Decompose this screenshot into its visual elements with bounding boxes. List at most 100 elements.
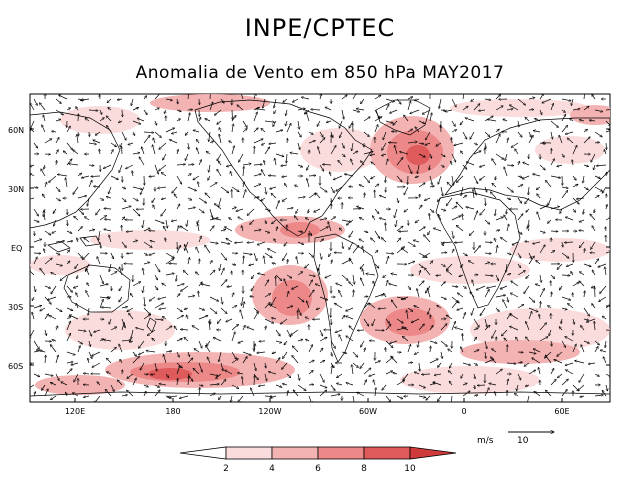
wind-vector — [473, 143, 478, 145]
wind-vector — [198, 291, 199, 298]
wind-vector — [506, 198, 511, 200]
wind-vector — [518, 161, 520, 166]
wind-vector — [429, 186, 435, 187]
wind-vector — [374, 250, 378, 254]
wind-vector — [338, 160, 343, 166]
wind-vector — [209, 164, 210, 172]
wind-vector — [583, 186, 588, 190]
wind-vector — [319, 138, 325, 144]
wind-vector — [121, 197, 126, 202]
wind-vector — [97, 257, 101, 265]
wind-vector — [605, 217, 610, 221]
wind-vector — [297, 197, 305, 198]
wind-vector — [264, 294, 271, 298]
wind-vector — [383, 274, 387, 278]
wind-vector — [599, 296, 607, 302]
wind-vector — [526, 208, 530, 212]
wind-vector — [401, 296, 409, 300]
wind-vector — [528, 252, 532, 259]
wind-vector — [484, 99, 491, 100]
colorbar-tick-10: 10 — [404, 464, 416, 474]
wind-vector — [451, 286, 458, 287]
wind-vector — [596, 165, 607, 166]
wind-vector — [282, 197, 288, 201]
wind-vector — [451, 120, 455, 126]
wind-vector — [359, 239, 365, 243]
wind-vector — [243, 256, 244, 265]
wind-vector — [517, 252, 521, 258]
wind-vector — [250, 296, 255, 297]
wind-vector — [60, 274, 68, 281]
wind-vector — [199, 259, 200, 265]
lon-label-60e: 60E — [554, 407, 569, 416]
wind-vector — [572, 208, 576, 212]
wind-vector — [495, 208, 496, 216]
wind-vector — [150, 241, 156, 242]
wind-vector — [73, 186, 79, 195]
wind-vector — [401, 248, 409, 254]
wind-vector — [447, 182, 453, 188]
wind-vector — [286, 123, 291, 133]
wind-vector — [572, 282, 579, 287]
wind-vector — [240, 94, 244, 100]
wind-vector — [55, 109, 64, 115]
wind-vector — [424, 197, 431, 200]
wind-vector — [594, 208, 595, 213]
wind-vector — [73, 285, 79, 288]
wind-vector — [579, 281, 585, 287]
wind-vector — [557, 263, 563, 270]
wind-vector — [287, 259, 288, 265]
wind-vector — [506, 109, 513, 110]
wind-vector — [509, 105, 519, 111]
wind-vector — [185, 131, 189, 135]
wind-vector — [353, 274, 354, 284]
wind-vector — [473, 189, 474, 199]
wind-vector — [77, 252, 83, 258]
wind-vector — [557, 165, 563, 167]
wind-vector — [66, 230, 72, 233]
wind-vector — [579, 272, 585, 276]
wind-vector — [433, 228, 442, 232]
wind-vector — [196, 148, 200, 155]
wind-vector — [561, 114, 566, 122]
wind-vector — [325, 274, 332, 278]
wind-vector — [468, 261, 475, 265]
wind-vector — [389, 109, 398, 113]
wind-vector — [605, 227, 606, 232]
wind-vector — [33, 98, 38, 106]
wind-vector — [229, 218, 233, 221]
wind-vector — [484, 289, 489, 298]
wind-vector — [605, 251, 610, 254]
wind-vector — [253, 112, 257, 122]
wind-vector — [594, 195, 599, 199]
wind-vector — [143, 285, 144, 293]
wind-vector — [187, 219, 189, 227]
wind-vector — [364, 193, 365, 199]
reference-value: 10 — [517, 436, 529, 446]
wind-vector — [99, 118, 104, 122]
wind-vector — [273, 120, 277, 127]
wind-vector — [253, 197, 259, 198]
wind-vector — [76, 107, 79, 111]
wind-vector — [319, 164, 324, 171]
wind-vector — [462, 131, 467, 139]
wind-vector — [44, 211, 45, 221]
wind-vector — [583, 94, 585, 100]
wind-vector — [44, 285, 51, 288]
wind-vector — [539, 230, 545, 233]
wind-vector — [418, 227, 425, 232]
wind-vector — [548, 197, 552, 205]
wind-vector — [272, 219, 277, 224]
wind-vector — [564, 242, 574, 243]
wind-vector — [527, 227, 529, 232]
wind-vector — [385, 98, 395, 102]
wind-vector — [319, 296, 328, 300]
wind-vector — [198, 224, 199, 232]
institution-title: INPE/CPTEC — [244, 14, 396, 42]
wind-vector — [39, 103, 46, 111]
wind-vector — [349, 241, 354, 250]
wind-vector — [451, 230, 454, 238]
wind-vector — [547, 219, 552, 223]
wind-vector — [517, 270, 526, 276]
wind-vector — [154, 219, 164, 223]
